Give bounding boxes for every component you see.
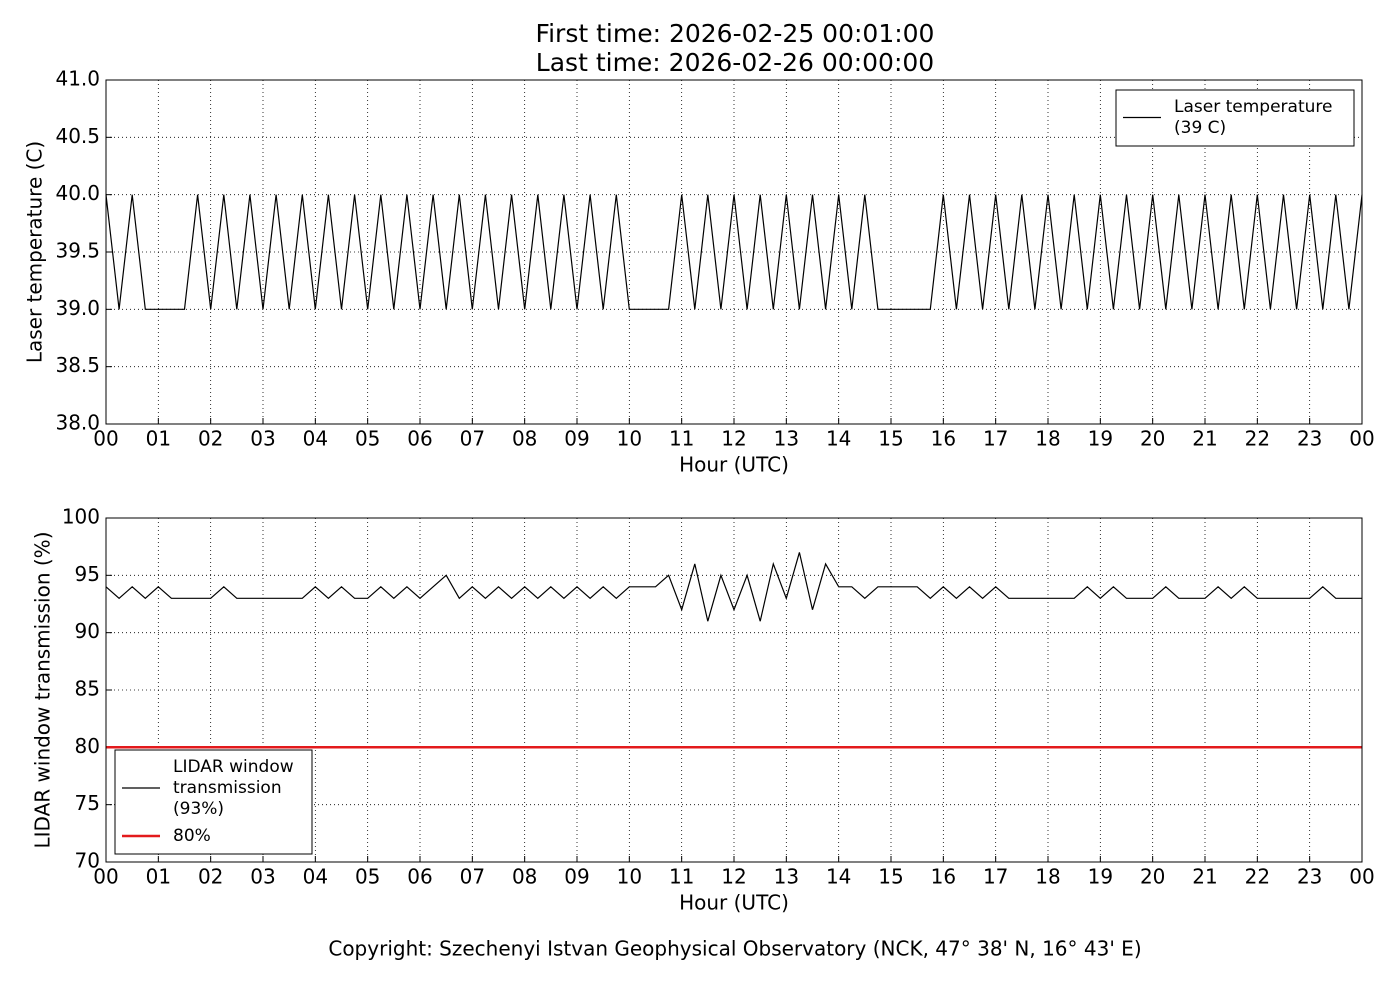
plot-frame bbox=[105, 517, 1363, 863]
x-tick-label: 06 bbox=[407, 427, 432, 451]
x-tick-label: 11 bbox=[669, 865, 694, 889]
x-tick-label: 00 bbox=[1349, 427, 1374, 451]
chart-subtitle: Last time: 2026-02-26 00:00:00 bbox=[536, 48, 934, 77]
x-tick-label: 18 bbox=[1035, 427, 1060, 451]
x-tick-label: 00 bbox=[93, 865, 118, 889]
x-tick-label: 05 bbox=[355, 865, 380, 889]
x-tick-label: 22 bbox=[1245, 427, 1270, 451]
x-tick-label: 01 bbox=[146, 865, 171, 889]
x-tick-label: 02 bbox=[198, 865, 223, 889]
x-tick-label: 00 bbox=[1349, 865, 1374, 889]
legend-label: LIDAR window transmission (93%) bbox=[173, 757, 294, 819]
x-tick-label: 17 bbox=[983, 865, 1008, 889]
x-tick-label: 03 bbox=[250, 427, 275, 451]
x-tick-label: 17 bbox=[983, 427, 1008, 451]
x-tick-label: 15 bbox=[878, 427, 903, 451]
y-tick-label: 90 bbox=[75, 619, 100, 643]
legend-label: 80% bbox=[173, 826, 211, 846]
x-tick-label: 11 bbox=[669, 427, 694, 451]
x-tick-label: 18 bbox=[1035, 865, 1060, 889]
x-tick-label: 09 bbox=[564, 865, 589, 889]
x-axis-label: Hour (UTC) bbox=[679, 453, 789, 477]
y-tick-label: 41.0 bbox=[55, 67, 100, 91]
x-tick-label: 08 bbox=[512, 427, 537, 451]
y-tick-label: 100 bbox=[62, 505, 100, 529]
y-tick-label: 95 bbox=[75, 562, 100, 586]
y-axis-label: Laser temperature (C) bbox=[23, 141, 47, 363]
x-tick-label: 20 bbox=[1140, 865, 1165, 889]
y-tick-label: 80 bbox=[75, 734, 100, 758]
x-tick-label: 03 bbox=[250, 865, 275, 889]
x-tick-label: 21 bbox=[1192, 865, 1217, 889]
x-tick-label: 16 bbox=[931, 427, 956, 451]
legend-label: Laser temperature (39 C) bbox=[1174, 97, 1332, 138]
x-tick-label: 21 bbox=[1192, 427, 1217, 451]
y-tick-label: 39.5 bbox=[55, 239, 100, 263]
x-tick-label: 06 bbox=[407, 865, 432, 889]
x-tick-label: 12 bbox=[721, 427, 746, 451]
x-tick-label: 13 bbox=[774, 865, 799, 889]
x-tick-label: 10 bbox=[617, 427, 642, 451]
x-tick-label: 01 bbox=[146, 427, 171, 451]
y-tick-label: 38.0 bbox=[55, 411, 100, 435]
y-axis-label: LIDAR window transmission (%) bbox=[31, 532, 55, 849]
x-tick-label: 04 bbox=[303, 427, 328, 451]
y-tick-label: 75 bbox=[75, 791, 100, 815]
x-tick-label: 00 bbox=[93, 427, 118, 451]
x-tick-label: 08 bbox=[512, 865, 537, 889]
y-tick-label: 39.0 bbox=[55, 296, 100, 320]
x-tick-label: 20 bbox=[1140, 427, 1165, 451]
x-tick-label: 14 bbox=[826, 427, 851, 451]
x-tick-label: 16 bbox=[931, 865, 956, 889]
x-tick-label: 02 bbox=[198, 427, 223, 451]
x-tick-label: 22 bbox=[1245, 865, 1270, 889]
y-tick-label: 38.5 bbox=[55, 353, 100, 377]
x-tick-label: 23 bbox=[1297, 427, 1322, 451]
chart-title: First time: 2026-02-25 00:01:00 bbox=[536, 19, 935, 48]
data-line bbox=[105, 552, 1362, 622]
x-tick-label: 12 bbox=[721, 865, 746, 889]
x-tick-label: 09 bbox=[564, 427, 589, 451]
x-tick-label: 15 bbox=[878, 865, 903, 889]
x-tick-label: 13 bbox=[774, 427, 799, 451]
x-axis-label: Hour (UTC) bbox=[679, 891, 789, 915]
y-tick-label: 40.0 bbox=[55, 181, 100, 205]
x-tick-label: 19 bbox=[1088, 427, 1113, 451]
x-tick-label: 10 bbox=[617, 865, 642, 889]
x-tick-label: 07 bbox=[460, 427, 485, 451]
x-tick-label: 04 bbox=[303, 865, 328, 889]
x-tick-label: 19 bbox=[1088, 865, 1113, 889]
x-tick-label: 23 bbox=[1297, 865, 1322, 889]
x-tick-label: 05 bbox=[355, 427, 380, 451]
data-line bbox=[105, 194, 1363, 310]
x-tick-label: 07 bbox=[460, 865, 485, 889]
y-tick-label: 70 bbox=[75, 849, 100, 873]
footer: Copyright: Szechenyi Istvan Geophysical … bbox=[328, 937, 1141, 961]
x-tick-label: 14 bbox=[826, 865, 851, 889]
y-tick-label: 40.5 bbox=[55, 124, 100, 148]
plot-frame bbox=[105, 79, 1363, 425]
y-tick-label: 85 bbox=[75, 677, 100, 701]
